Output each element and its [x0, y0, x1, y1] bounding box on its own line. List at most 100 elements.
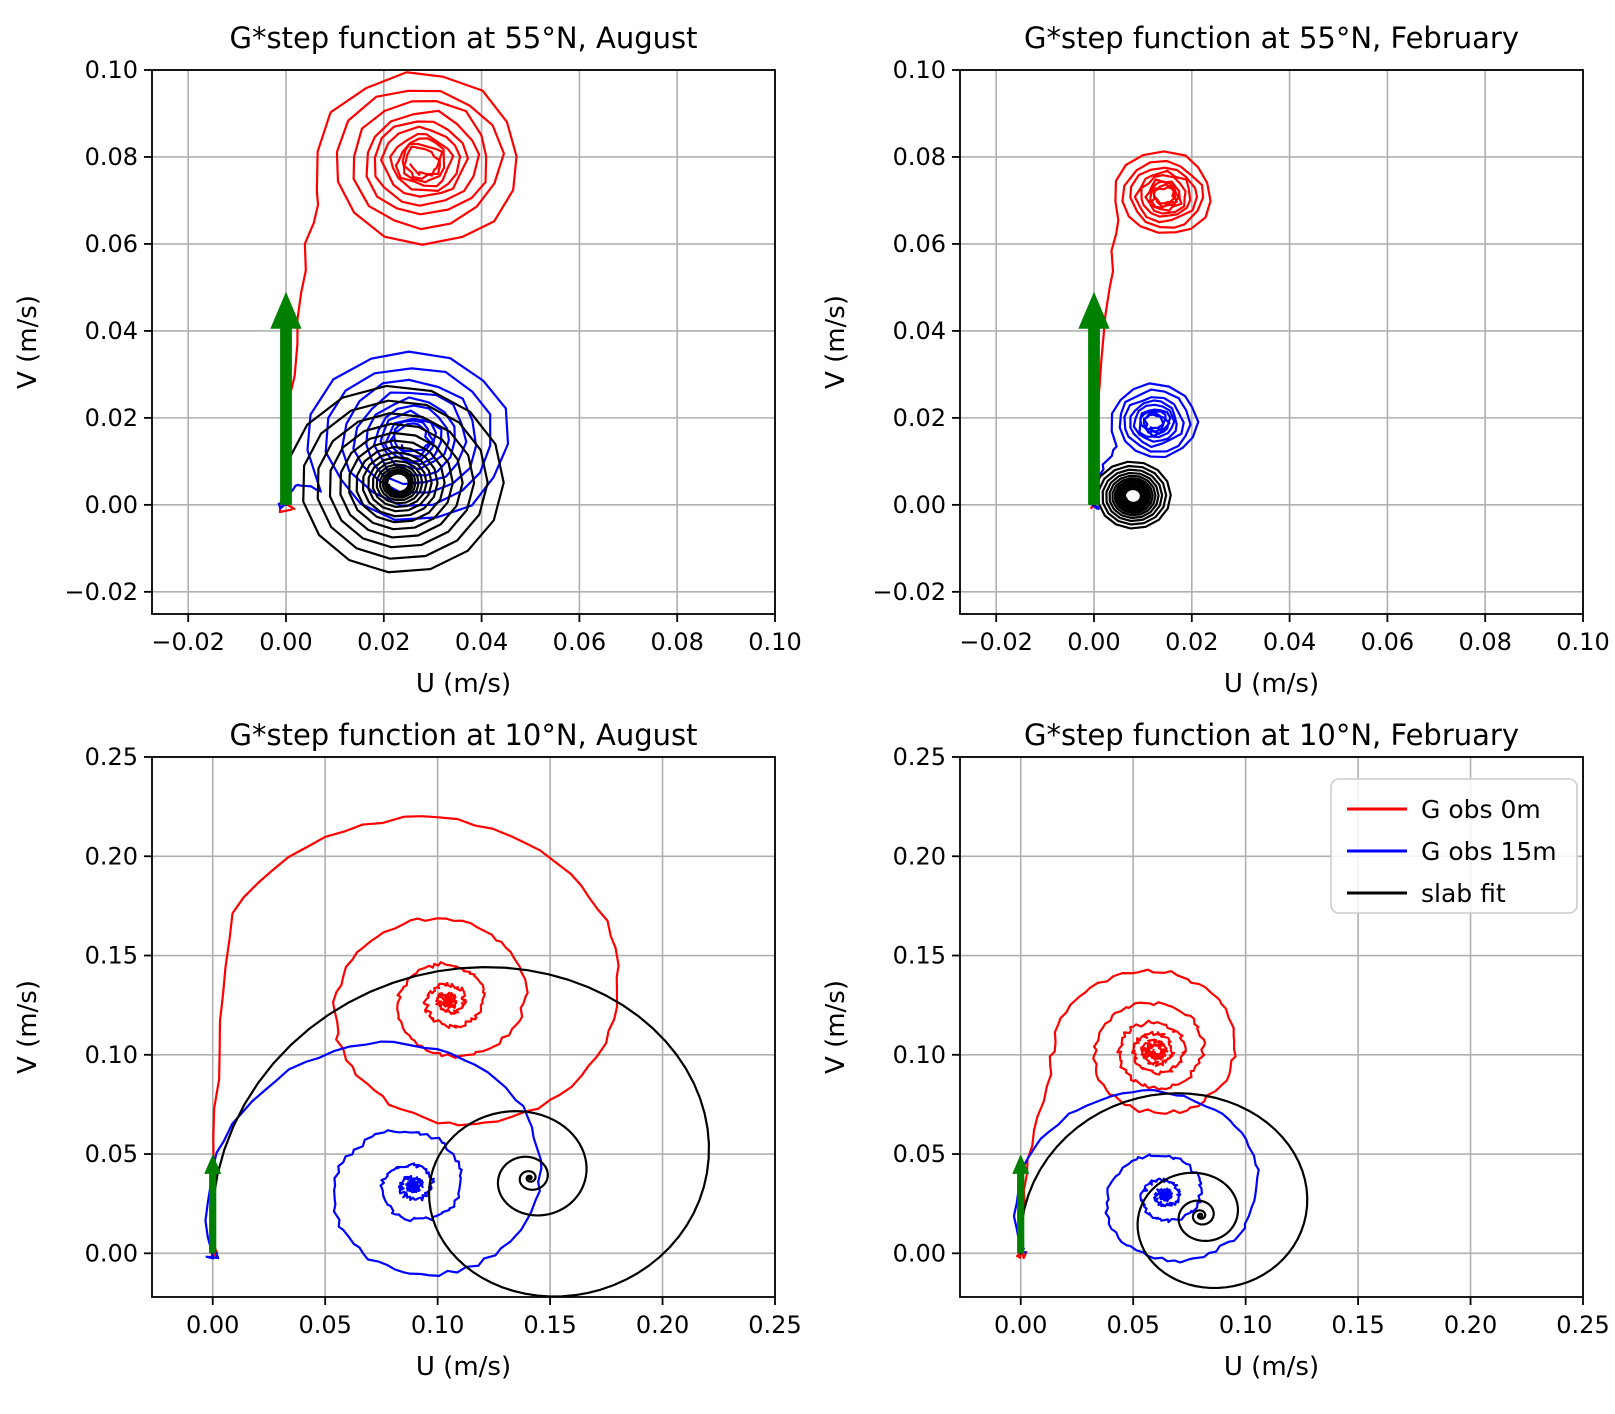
series-slab-fit: [1092, 460, 1172, 530]
y-tick-label: 0.25: [893, 743, 946, 771]
y-tick-label: −0.02: [64, 578, 138, 606]
series-g-obs-15m: [1012, 1088, 1260, 1264]
tick-labels: −0.02 0.00 0.02 0.04 0.06 0.08 0.10 −0.02 0.00 0.…: [64, 56, 801, 656]
y-tick-label: 0.15: [893, 942, 946, 970]
series-slab-fit: [285, 384, 505, 574]
x-tick-label: 0.05: [1106, 1311, 1159, 1339]
plot-title: G*step function at 55°N, February: [1024, 21, 1519, 55]
y-axis-label: V (m/s): [13, 980, 43, 1074]
tick-labels: 0.00 0.05 0.10 0.15 0.20 0.25 0.00 0.05 0.10 0.15…: [893, 743, 1610, 1339]
x-axis-label: U (m/s): [1224, 669, 1319, 699]
y-tick-label: 0.10: [85, 56, 138, 84]
y-tick-label: 0.10: [85, 1041, 138, 1069]
x-tick-label: 0.04: [455, 628, 508, 656]
x-tick-label: 0.10: [1219, 1311, 1272, 1339]
x-tick-label: −0.02: [959, 628, 1033, 656]
x-tick-label: 0.10: [411, 1311, 464, 1339]
tick-labels: −0.02 0.00 0.02 0.04 0.06 0.08 0.10 −0.02 0.00 0.…: [872, 56, 1609, 656]
wind-stress-arrow: [204, 1154, 222, 1254]
x-tick-label: 0.08: [1458, 628, 1511, 656]
chart-svg-0: −0.02 0.00 0.02 0.04 0.06 0.08 0.10 −0.02 0.00 0.…: [13, 21, 802, 699]
axes-spines: [959, 69, 1584, 615]
legend-label: slab fit: [1421, 879, 1506, 908]
axes-spines: [151, 756, 776, 1298]
y-tick-label: 0.10: [893, 56, 946, 84]
series-slab-fit: [210, 965, 710, 1298]
y-tick-label: 0.02: [85, 404, 138, 432]
x-tick-label: 0.00: [259, 628, 312, 656]
wind-stress-arrow: [1012, 1154, 1030, 1254]
axes-spines: [151, 69, 776, 615]
y-tick-label: 0.08: [893, 143, 946, 171]
chart-svg-3: 0.00 0.05 0.10 0.15 0.20 0.25 0.00 0.05 0.10 0.15…: [821, 718, 1610, 1382]
x-tick-label: 0.15: [523, 1311, 576, 1339]
series-group: [1088, 150, 1212, 530]
series-g-obs-0m: [1016, 968, 1237, 1260]
series-g-obs-0m: [278, 71, 518, 514]
y-tick-label: 0.25: [85, 743, 138, 771]
series-g-obs-0m: [210, 815, 620, 1258]
plot-10n-august: 0.00 0.05 0.10 0.15 0.20 0.25 0.00 0.05 0.10 0.15…: [0, 707, 807, 1414]
wind-stress-arrow: [1078, 291, 1110, 505]
x-tick-label: 0.00: [186, 1311, 239, 1339]
legend-label: G obs 0m: [1421, 795, 1541, 824]
y-axis-label: V (m/s): [821, 295, 851, 389]
y-tick-label: 0.05: [85, 1140, 138, 1168]
series-slab-fit: [1019, 1092, 1309, 1290]
legend-box: [1330, 778, 1578, 914]
chart-svg-1: −0.02 0.00 0.02 0.04 0.06 0.08 0.10 −0.02 0.00 0.…: [821, 21, 1610, 699]
series-g-obs-15m: [1088, 382, 1200, 510]
x-tick-label: 0.08: [650, 628, 703, 656]
plot-title: G*step function at 55°N, August: [230, 21, 698, 55]
x-axis-label: U (m/s): [416, 669, 511, 699]
series-group: [1012, 968, 1309, 1290]
x-axis-label: U (m/s): [1224, 1352, 1319, 1382]
y-axis-label: V (m/s): [13, 295, 43, 389]
y-tick-label: 0.02: [893, 404, 946, 432]
axes-spines: [959, 756, 1584, 1298]
plot-10n-february: 0.00 0.05 0.10 0.15 0.20 0.25 0.00 0.05 0.10 0.15…: [808, 707, 1615, 1414]
plot-55n-august: −0.02 0.00 0.02 0.04 0.06 0.08 0.10 −0.02 0.00 0.…: [0, 0, 807, 707]
y-tick-label: 0.00: [893, 491, 946, 519]
tick-marks: [952, 756, 1584, 1305]
y-tick-label: 0.00: [893, 1239, 946, 1267]
plot-title: G*step function at 10°N, February: [1024, 718, 1519, 752]
plot-title: G*step function at 10°N, August: [230, 718, 698, 752]
y-tick-label: 0.15: [85, 942, 138, 970]
legend: G obs 0m G obs 15m slab fit: [1330, 778, 1578, 914]
x-tick-label: 0.10: [748, 628, 801, 656]
y-tick-label: 0.00: [85, 491, 138, 519]
series-group: [277, 71, 518, 574]
y-tick-label: 0.10: [893, 1041, 946, 1069]
y-tick-label: 0.08: [85, 143, 138, 171]
x-tick-label: 0.06: [553, 628, 606, 656]
x-tick-label: −0.02: [151, 628, 225, 656]
wind-stress-arrow: [270, 291, 302, 505]
x-tick-label: 0.02: [1165, 628, 1218, 656]
x-tick-label: 0.25: [1556, 1311, 1609, 1339]
y-tick-label: 0.05: [893, 1140, 946, 1168]
series-g-obs-15m: [204, 1040, 543, 1277]
y-tick-label: 0.20: [893, 842, 946, 870]
tick-labels: 0.00 0.05 0.10 0.15 0.20 0.25 0.00 0.05 0.10 0.15…: [85, 743, 802, 1339]
x-tick-label: 0.00: [994, 1311, 1047, 1339]
y-tick-label: 0.20: [85, 842, 138, 870]
chart-svg-2: 0.00 0.05 0.10 0.15 0.20 0.25 0.00 0.05 0.10 0.15…: [13, 718, 802, 1382]
tick-marks: [952, 69, 1584, 622]
grid-lines: [960, 69, 1584, 614]
y-tick-label: 0.04: [893, 317, 946, 345]
x-tick-label: 0.25: [748, 1311, 801, 1339]
y-tick-label: −0.02: [872, 578, 946, 606]
y-axis-label: V (m/s): [821, 980, 851, 1074]
legend-label: G obs 15m: [1421, 837, 1557, 866]
tick-marks: [144, 756, 776, 1305]
x-tick-label: 0.00: [1067, 628, 1120, 656]
y-tick-label: 0.06: [893, 230, 946, 258]
x-tick-label: 0.15: [1331, 1311, 1384, 1339]
x-tick-label: 0.10: [1556, 628, 1609, 656]
x-axis-label: U (m/s): [416, 1352, 511, 1382]
x-tick-label: 0.04: [1263, 628, 1316, 656]
x-tick-label: 0.20: [636, 1311, 689, 1339]
series-g-obs-0m: [1090, 150, 1212, 510]
